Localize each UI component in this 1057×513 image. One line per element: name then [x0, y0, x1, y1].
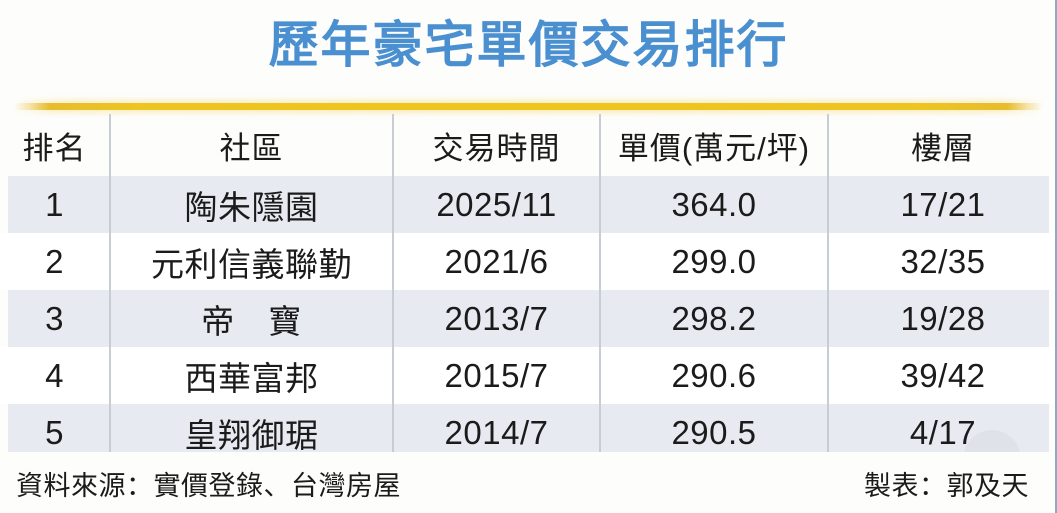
cell-rank: 1	[0, 176, 110, 233]
ranking-table: 排名 社區 交易時間 單價(萬元/坪) 樓層 1 陶朱隱園 2025/11 36…	[0, 114, 1055, 461]
gold-divider-rule	[14, 103, 1043, 110]
table-header-row: 排名 社區 交易時間 單價(萬元/坪) 樓層	[0, 114, 1055, 176]
cell-floor: 17/21	[827, 176, 1055, 233]
column-header-rank: 排名	[22, 130, 87, 166]
cell-community: 帝 寶	[109, 290, 393, 347]
column-header-deal-time: 交易時間	[392, 114, 600, 176]
cell-unit-price: 299.0	[599, 233, 828, 290]
table-body: 1 陶朱隱園 2025/11 364.0 17/21 2 元利信義聯勤 2021…	[0, 176, 1055, 461]
cell-community: 皇翔御琚	[109, 404, 393, 461]
footer: 資料來源：實價登錄、台灣房屋 製表：郭及天	[0, 452, 1055, 513]
table-row: 2 元利信義聯勤 2021/6 299.0 32/35	[0, 233, 1055, 290]
cell-deal-time: 2014/7	[392, 404, 600, 461]
cell-deal-time: 2021/6	[392, 233, 600, 290]
table-row: 4 西華富邦 2015/7 290.6 39/42	[0, 347, 1055, 404]
page-title: 歷年豪宅單價交易排行	[268, 17, 789, 73]
cell-community: 元利信義聯勤	[109, 233, 393, 290]
cell-floor: 32/35	[827, 233, 1055, 290]
column-header-unit-price: 單價(萬元/坪)	[599, 114, 828, 176]
cell-unit-price: 290.5	[599, 404, 828, 461]
table-row: 3 帝 寶 2013/7 298.2 19/28	[0, 290, 1055, 347]
cell-unit-price: 298.2	[599, 290, 828, 347]
ranking-table-container: 排名 社區 交易時間 單價(萬元/坪) 樓層 1 陶朱隱園 2025/11 36…	[0, 114, 1055, 461]
table-row: 5 皇翔御琚 2014/7 290.5 4/17	[0, 404, 1055, 461]
cell-deal-time: 2025/11	[392, 176, 600, 233]
cell-unit-price: 364.0	[599, 176, 828, 233]
cell-rank: 5	[0, 404, 110, 461]
cell-deal-time: 2013/7	[392, 290, 600, 347]
cell-rank: 4	[0, 347, 110, 404]
cell-community: 陶朱隱園	[109, 176, 393, 233]
footer-author: 製表：郭及天	[864, 471, 1029, 501]
table-header: 排名 社區 交易時間 單價(萬元/坪) 樓層	[0, 114, 1055, 176]
column-header-floor: 樓層	[827, 114, 1055, 176]
cell-floor: 39/42	[827, 347, 1055, 404]
footer-source: 資料來源：實價登錄、台灣房屋	[16, 471, 401, 501]
column-header-community: 社區	[109, 114, 393, 176]
cell-floor: 19/28	[827, 290, 1055, 347]
cell-unit-price: 290.6	[599, 347, 828, 404]
cell-community: 西華富邦	[109, 347, 393, 404]
table-row: 1 陶朱隱園 2025/11 364.0 17/21	[0, 176, 1055, 233]
cell-rank: 3	[0, 290, 110, 347]
cell-rank: 2	[0, 233, 110, 290]
title-bar: 歷年豪宅單價交易排行	[0, 17, 1055, 73]
cell-deal-time: 2015/7	[392, 347, 600, 404]
cell-floor: 4/17	[827, 404, 1055, 461]
